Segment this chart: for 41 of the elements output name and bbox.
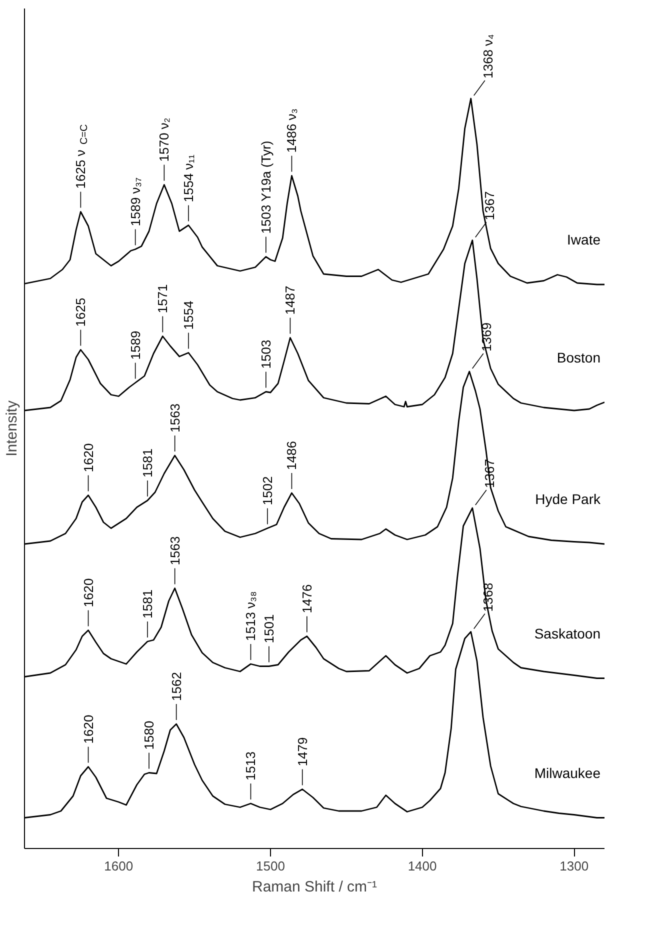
annotation: 1367 bbox=[482, 191, 497, 220]
annotation: 1368 ν₄ bbox=[480, 34, 496, 78]
y-axis-title: Intensity bbox=[4, 400, 20, 456]
annotation: 1581 bbox=[140, 448, 155, 478]
annotation: 1620 bbox=[80, 443, 96, 472]
annotation: 1487 bbox=[282, 286, 298, 315]
x-tick-label: 1500 bbox=[256, 858, 285, 874]
text: Hyde Park bbox=[535, 491, 602, 507]
annotation: 1580 bbox=[142, 720, 157, 750]
text: Saskatoon bbox=[534, 625, 601, 642]
x-tick-label: 1300 bbox=[560, 858, 589, 874]
annotation: 1503 bbox=[258, 340, 274, 369]
text: Iwate bbox=[567, 232, 601, 248]
annotation: 1571 bbox=[155, 284, 170, 314]
annotation: 1589 ν₃₇ bbox=[128, 176, 143, 226]
annotation: 1486 ν₃ bbox=[284, 108, 300, 153]
annotation: 1501 bbox=[261, 614, 276, 644]
x-tick-label: 1600 bbox=[104, 858, 134, 874]
annotation: 1625 νC=C bbox=[73, 124, 90, 189]
annotation: 1581 bbox=[140, 590, 155, 618]
annotation: 1503 Y19a (Tyr) bbox=[258, 140, 274, 234]
annotation: 1563 bbox=[167, 536, 182, 566]
annotation: 1476 bbox=[299, 584, 314, 614]
annotation: 1562 bbox=[168, 672, 184, 701]
annotation: 1554 bbox=[180, 300, 196, 330]
annotation: 1570 ν₂ bbox=[156, 118, 172, 162]
annotation: 1479 bbox=[294, 737, 310, 766]
annotation: 1486 bbox=[284, 441, 300, 470]
annotation: 1625 bbox=[73, 298, 88, 327]
annotation: 1554 ν₁₁ bbox=[180, 154, 196, 202]
series-label: Milwaukee bbox=[534, 764, 601, 781]
annotation: 1502 bbox=[260, 476, 275, 506]
text: Boston bbox=[556, 349, 601, 366]
annotation: 1563 bbox=[167, 404, 182, 432]
x-tick-label: 1400 bbox=[408, 858, 437, 874]
annotation: 1513 ν₃₈ bbox=[243, 591, 258, 641]
annotation: 1513 bbox=[243, 752, 258, 780]
annotation: 1589 bbox=[128, 330, 143, 360]
x-axis-title: Raman Shift / cm⁻¹ bbox=[252, 878, 378, 896]
annotation: 1620 bbox=[80, 714, 96, 744]
annotation: 1620 bbox=[80, 578, 96, 608]
